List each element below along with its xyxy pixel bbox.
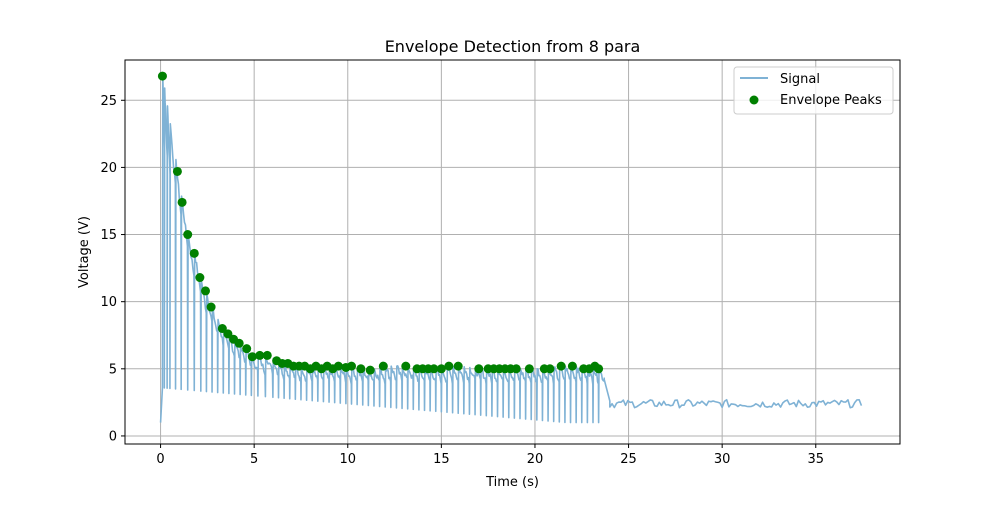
envelope-peak-point: [378, 361, 388, 371]
y-tick-label: 25: [100, 94, 117, 109]
envelope-peak-point: [255, 350, 265, 360]
envelope-peak-point: [157, 71, 167, 81]
x-tick-label: 35: [807, 452, 824, 467]
envelope-peak-point: [206, 302, 216, 312]
envelope-peak-point: [511, 364, 521, 374]
envelope-peaks-layer: [157, 71, 604, 375]
envelope-peak-point: [172, 166, 182, 176]
plot-area: [125, 60, 900, 444]
envelope-peak-point: [365, 365, 375, 375]
envelope-peak-point: [234, 338, 244, 348]
envelope-peak-point: [556, 361, 566, 371]
legend-box: [733, 66, 894, 115]
x-tick-label: 30: [714, 452, 731, 467]
envelope-peak-point: [195, 273, 205, 283]
envelope-peak-point: [217, 324, 227, 334]
x-tick-label: 5: [250, 452, 258, 467]
envelope-peak-point: [524, 364, 534, 374]
x-tick-label: 20: [527, 452, 544, 467]
envelope-peak-point: [356, 364, 366, 374]
envelope-peak-point: [200, 286, 210, 296]
y-tick-label: 20: [100, 161, 117, 176]
envelope-peak-point: [183, 230, 193, 240]
y-tick-label: 0: [109, 429, 117, 444]
envelope-peak-point: [401, 361, 411, 371]
envelope-peak-point: [189, 248, 199, 258]
envelope-peak-point: [545, 364, 555, 374]
x-axis-ticks: 0 5 10 15 20 25 30 35: [156, 444, 824, 467]
envelope-peak-point: [594, 364, 604, 374]
envelope-peak-point: [474, 364, 484, 374]
y-tick-label: 15: [100, 228, 117, 243]
x-tick-label: 25: [620, 452, 637, 467]
chart-title: Envelope Detection from 8 para: [385, 37, 641, 56]
envelope-peak-point: [177, 197, 187, 207]
envelope-peak-point: [347, 361, 357, 371]
envelope-peak-point: [247, 352, 257, 362]
y-tick-label: 10: [100, 295, 117, 310]
signal-layer: [159, 75, 863, 424]
envelope-peak-point: [429, 364, 439, 374]
x-axis-label: Time (s): [485, 475, 539, 490]
legend-peaks-swatch: [749, 95, 759, 105]
envelope-peak-point: [242, 344, 252, 354]
signal-line: [159, 75, 863, 424]
legend: Signal Envelope Peaks: [733, 66, 894, 115]
envelope-peak-point: [444, 361, 454, 371]
x-tick-label: 0: [156, 452, 164, 467]
plot-frame: [124, 59, 901, 445]
y-tick-label: 5: [109, 362, 117, 377]
envelope-peak-point: [453, 361, 463, 371]
envelope-peak-point: [223, 329, 233, 339]
envelope-peak-point: [333, 361, 343, 371]
x-tick-label: 15: [433, 452, 450, 467]
envelope-peak-point: [262, 350, 272, 360]
y-axis-ticks: 0 5 10 15 20 25: [100, 94, 125, 444]
y-axis-label: Voltage (V): [77, 216, 92, 288]
envelope-peak-point: [436, 364, 446, 374]
x-tick-label: 10: [339, 452, 356, 467]
legend-signal-label: Signal: [780, 72, 820, 87]
envelope-peak-point: [567, 361, 577, 371]
legend-peaks-label: Envelope Peaks: [780, 93, 882, 108]
